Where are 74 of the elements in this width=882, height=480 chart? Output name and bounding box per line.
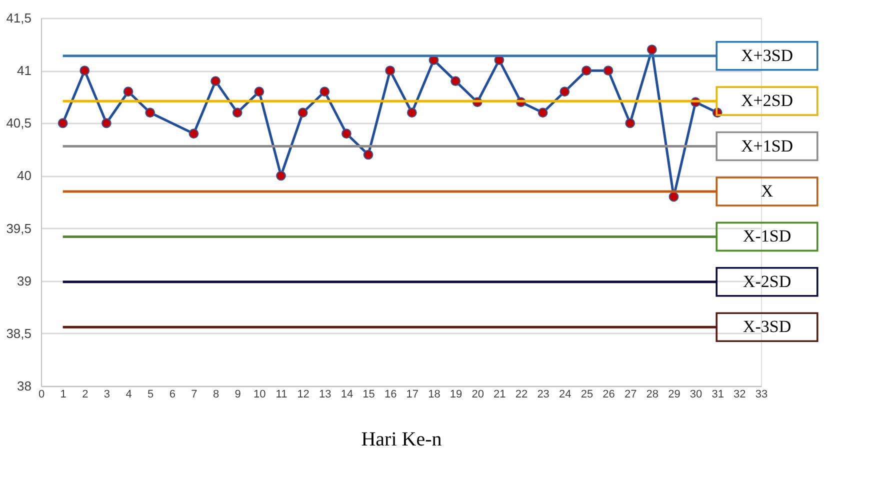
x-tick-label: 5 bbox=[148, 388, 154, 400]
point bbox=[80, 66, 90, 76]
x-axis-title: Hari Ke-n bbox=[361, 428, 442, 450]
x-tick-label: 29 bbox=[668, 388, 680, 400]
x-tick-label: 6 bbox=[169, 388, 176, 400]
y-tick-label: 38 bbox=[17, 378, 32, 394]
point bbox=[145, 108, 156, 118]
x-tick-label: 25 bbox=[580, 388, 594, 400]
x-tick-label: 24 bbox=[559, 388, 572, 400]
point bbox=[560, 86, 570, 97]
x-tick-label: 21 bbox=[494, 388, 506, 400]
x-tick-label: 23 bbox=[537, 388, 550, 400]
x-tick-label: 20 bbox=[472, 388, 484, 400]
point bbox=[254, 86, 264, 97]
point bbox=[101, 118, 112, 128]
x-tick-label: 0 bbox=[38, 388, 45, 400]
point bbox=[603, 66, 614, 76]
ref-line-label: X-3SD bbox=[742, 317, 792, 336]
point bbox=[276, 170, 286, 181]
point bbox=[625, 118, 636, 128]
y-tick-label: 39,5 bbox=[6, 220, 32, 236]
point bbox=[363, 150, 374, 160]
x-tick-label: 4 bbox=[126, 388, 132, 400]
point bbox=[320, 86, 330, 97]
y-tick-label: 41,5 bbox=[6, 10, 32, 26]
point bbox=[341, 128, 352, 139]
x-tick-label: 8 bbox=[212, 388, 220, 400]
x-tick-label: 9 bbox=[234, 388, 241, 400]
x-tick-label: 3 bbox=[104, 388, 110, 400]
x-tick-label: 33 bbox=[755, 388, 768, 400]
x-tick-label: 27 bbox=[624, 388, 637, 400]
ref-line-label: X+3SD bbox=[740, 46, 794, 65]
x-tick-label: 2 bbox=[82, 388, 88, 400]
point bbox=[538, 108, 548, 118]
x-tick-label: 18 bbox=[428, 388, 440, 400]
point bbox=[58, 118, 68, 128]
x-tick-label: 12 bbox=[297, 388, 310, 400]
x-tick-label: 31 bbox=[712, 388, 724, 400]
point bbox=[210, 76, 221, 86]
x-tick-label: 11 bbox=[276, 388, 288, 400]
ref-line-label: X-1SD bbox=[742, 226, 792, 246]
x-tick-label: 14 bbox=[340, 388, 354, 400]
x-tick-label: 1 bbox=[60, 388, 66, 400]
point bbox=[385, 66, 396, 76]
x-tick-label: 16 bbox=[384, 388, 397, 400]
x-tick-label: 15 bbox=[362, 388, 375, 400]
x-tick-label: 26 bbox=[602, 388, 615, 400]
y-tick-label: 40 bbox=[17, 168, 32, 184]
y-tick-label: 41 bbox=[17, 63, 32, 78]
x-tick-label: 28 bbox=[646, 388, 659, 400]
x-tick-label: 10 bbox=[254, 388, 266, 400]
point bbox=[450, 76, 461, 86]
y-tick-label: 40,5 bbox=[6, 116, 32, 131]
point bbox=[646, 44, 657, 55]
x-tick-label: 13 bbox=[319, 388, 332, 400]
y-tick-label: 39 bbox=[17, 273, 32, 288]
ref-line-label: X bbox=[760, 181, 774, 200]
point bbox=[298, 108, 308, 118]
y-tick-label: 38,5 bbox=[6, 326, 32, 341]
point bbox=[123, 86, 134, 97]
x-tick-label: 32 bbox=[734, 388, 746, 400]
x-tick-label: 22 bbox=[515, 388, 528, 400]
point bbox=[232, 108, 242, 118]
x-tick-label: 19 bbox=[450, 388, 462, 400]
ref-line-label: X-2SD bbox=[742, 272, 792, 291]
point bbox=[188, 128, 199, 139]
ref-line-label: X+2SD bbox=[740, 91, 794, 110]
x-tick-label: 17 bbox=[406, 388, 419, 400]
x-tick-label: 30 bbox=[690, 388, 702, 400]
point bbox=[581, 66, 592, 76]
point bbox=[406, 108, 417, 118]
x-tick-label: 7 bbox=[191, 388, 198, 400]
ref-line-label: X+1SD bbox=[740, 136, 794, 156]
point bbox=[668, 192, 679, 202]
